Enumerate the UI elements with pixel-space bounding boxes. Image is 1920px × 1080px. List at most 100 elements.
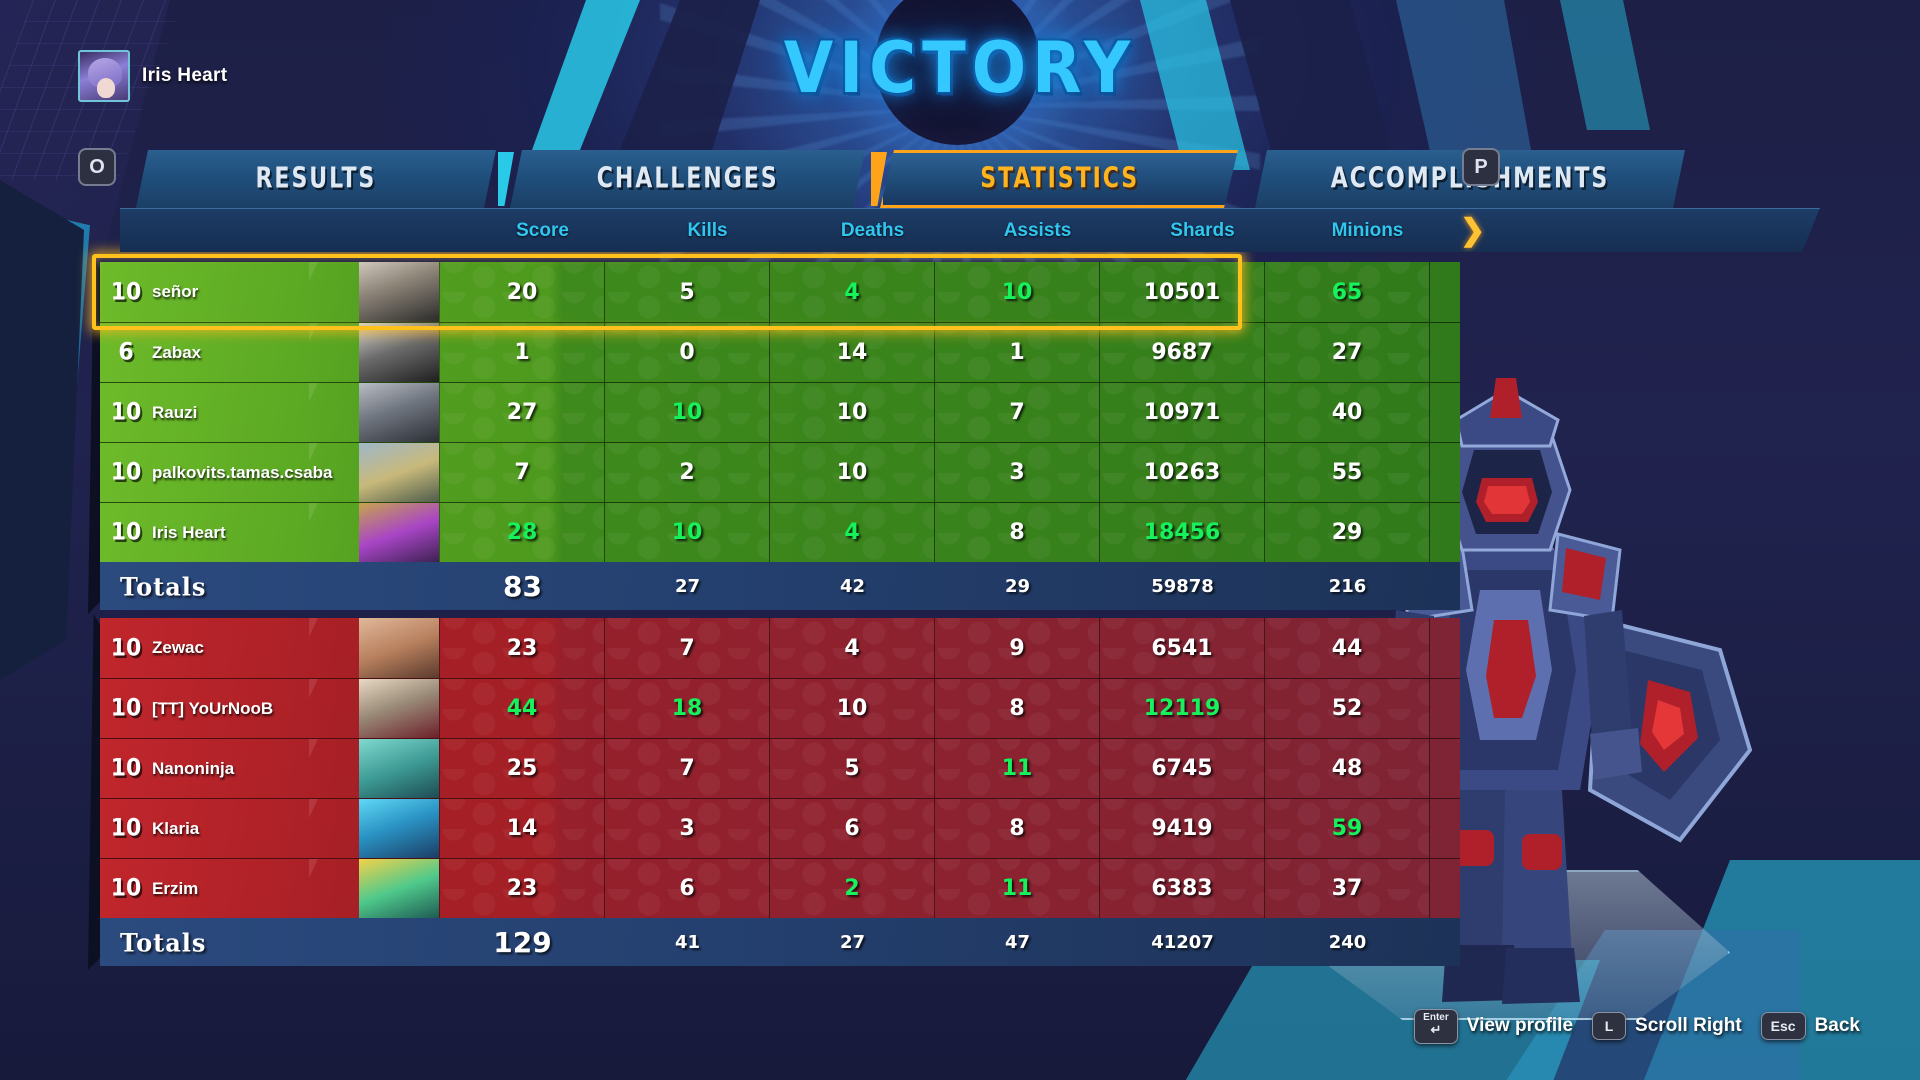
hint-back[interactable]: Back [1814,1015,1860,1037]
player-name: Iris Heart [152,522,226,542]
player-cell[interactable]: 10 señor [100,262,440,322]
prev-tab-key[interactable]: O [78,148,116,186]
column-header-assists[interactable]: Assists [1003,219,1072,241]
table-row[interactable]: 6 Zabax 1 0 14 1 9687 27 [100,322,1460,382]
stat-deaths: 6 [770,799,935,858]
stat-assists: 7 [935,383,1100,442]
stat-minions: 48 [1265,739,1430,798]
stat-shards: 10501 [1100,262,1265,322]
table-row[interactable]: 10 Nanoninja 25 7 5 11 6745 48 [100,738,1460,798]
stat-deaths: 5 [770,739,935,798]
stat-score: 7 [440,443,605,502]
stat-assists: 1 [935,323,1100,382]
player-name: Zabax [152,342,202,362]
table-row[interactable]: 10 Zewac 23 7 4 9 6541 44 [100,618,1460,678]
player-cell[interactable]: 10 palkovits.tamas.csaba [100,443,440,502]
player-cell[interactable]: 10 Erzim [100,859,440,918]
button-hints-bar: Enter ↵ View profile L Scroll Right Esc … [1414,1008,1870,1044]
player-cell[interactable]: 10 Nanoninja [100,739,440,798]
stat-score: 23 [440,859,605,918]
table-row[interactable]: 10 palkovits.tamas.csaba 7 2 10 3 10263 … [100,442,1460,502]
esc-key-icon[interactable]: Esc [1760,1012,1806,1041]
stat-shards: 12119 [1100,679,1265,738]
stat-kills: 0 [605,323,770,382]
stat-shards: 6541 [1100,618,1265,678]
table-row[interactable]: 10 señor 20 5 4 10 10501 65 [92,254,1460,330]
stat-assists: 8 [935,679,1100,738]
stat-shards: 18456 [1100,503,1265,562]
player-cell[interactable]: 10 Rauzi [100,383,440,442]
stat-kills: 10 [605,503,770,562]
tab-results[interactable]: RESULTS [136,150,496,208]
stat-kills: 3 [605,799,770,858]
table-row[interactable]: 10 Klaria 14 3 6 8 9419 59 [100,798,1460,858]
statistics-table: 10 señor 20 5 4 10 10501 65 6 Zabax 1 0 [88,254,1460,970]
player-level: 10 [110,694,142,723]
column-header-deaths[interactable]: Deaths [840,219,905,241]
stat-minions: 55 [1265,443,1430,502]
player-cell[interactable]: 6 Zabax [100,323,440,382]
hint-view-profile[interactable]: View profile [1466,1015,1574,1037]
stat-kills: 18 [605,679,770,738]
stat-minions: 65 [1265,262,1430,322]
column-header-kills[interactable]: Kills [687,219,728,241]
tab-statistics[interactable]: STATISTICS [880,150,1240,208]
stat-score: 20 [440,262,605,322]
total-shards: 59878 [1151,575,1214,597]
tab-challenges-label: CHALLENGES [596,163,779,195]
table-row[interactable]: 10 Erzim 23 6 2 11 6383 37 [100,858,1460,918]
l-key-icon[interactable]: L [1592,1012,1627,1041]
table-row[interactable]: 10 Iris Heart 28 10 4 8 18456 29 [100,502,1460,562]
table-row[interactable]: 10 [TT] YoUrNooB 44 18 10 8 12119 52 [100,678,1460,738]
tab-separator [498,152,514,206]
player-cell[interactable]: 10 Klaria [100,799,440,858]
total-assists: 47 [1004,931,1031,953]
player-cell[interactable]: 10 Zewac [100,618,440,678]
character-portrait-icon [359,443,439,502]
enter-key-label: Enter [1423,1011,1449,1023]
player-cell[interactable]: 10 Iris Heart [100,503,440,562]
total-kills: 41 [674,931,701,953]
column-header-shards[interactable]: Shards [1170,219,1235,241]
victory-banner: VICTORY [0,28,1920,109]
stat-assists: 11 [935,739,1100,798]
stat-kills: 6 [605,859,770,918]
total-kills: 27 [674,575,701,597]
chevron-right-icon[interactable]: ❯ [1460,213,1486,247]
stat-minions: 52 [1265,679,1430,738]
stat-score: 14 [440,799,605,858]
player-tag[interactable]: Iris Heart [78,50,227,102]
stat-minions: 29 [1265,503,1430,562]
character-portrait-icon [359,503,439,562]
total-score: 129 [493,925,552,959]
stat-assists: 9 [935,618,1100,678]
total-minions: 216 [1328,575,1367,597]
stat-score: 23 [440,618,605,678]
team-red-rows: 10 Zewac 23 7 4 9 6541 44 10 [TT] YoUrNo… [100,618,1460,918]
character-portrait-icon [359,262,439,322]
column-header-row: Score Kills Deaths Assists Shards Minion… [120,208,1820,252]
stat-deaths: 2 [770,859,935,918]
player-name: palkovits.tamas.csaba [152,462,333,482]
player-cell[interactable]: 10 [TT] YoUrNooB [100,679,440,738]
next-tab-key[interactable]: P [1462,148,1500,186]
stat-kills: 7 [605,618,770,678]
team-green: 10 señor 20 5 4 10 10501 65 6 Zabax 1 0 [88,254,1460,614]
enter-key-icon[interactable]: Enter ↵ [1414,1008,1458,1044]
stat-assists: 11 [935,859,1100,918]
tab-challenges[interactable]: CHALLENGES [510,150,865,208]
character-portrait-icon [359,859,439,918]
column-header-minions[interactable]: Minions [1331,219,1404,241]
bg-orb [875,0,1040,145]
player-level: 6 [118,338,134,367]
stat-kills: 5 [605,262,770,322]
column-header-score[interactable]: Score [516,219,569,241]
tab-results-label: RESULTS [255,163,377,195]
hint-scroll-right[interactable]: Scroll Right [1635,1015,1742,1037]
table-row[interactable]: 10 Rauzi 27 10 10 7 10971 40 [100,382,1460,442]
total-score: 83 [503,569,542,603]
player-level: 10 [110,874,142,903]
stat-kills: 2 [605,443,770,502]
player-avatar-icon [78,50,130,102]
stat-assists: 8 [935,503,1100,562]
